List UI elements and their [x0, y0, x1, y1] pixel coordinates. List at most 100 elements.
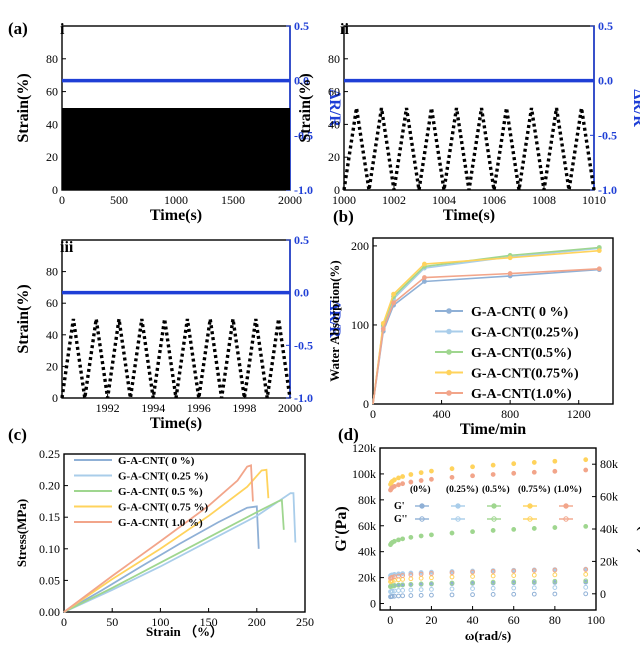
data-point: [449, 586, 455, 592]
y-axis-label: Strain(%): [297, 73, 314, 142]
x-tick-label: 1008: [532, 193, 556, 207]
series-line: [63, 468, 270, 613]
x-tick-label: 60: [508, 613, 520, 627]
x-tick-label: 20: [425, 613, 437, 627]
data-point: [552, 578, 558, 584]
x-tick-label: 100: [587, 613, 605, 627]
y-axis-label: Stress(MPa): [14, 499, 29, 567]
data-point: [511, 591, 517, 597]
data-point: [400, 536, 406, 542]
data-point: [511, 568, 517, 574]
legend-row-label: G': [394, 501, 405, 512]
x-tick-label: 40: [467, 613, 479, 627]
data-point: [400, 573, 406, 578]
data-point: [552, 585, 558, 591]
data-point: [507, 255, 513, 261]
data-point: [596, 266, 602, 272]
sub-label-ii: ii: [340, 21, 349, 38]
legend-header: (1.0%): [554, 484, 582, 495]
y-tick-label: 0: [370, 597, 376, 611]
x-tick-label: 1002: [382, 193, 406, 207]
data-point: [408, 581, 414, 587]
y-axis-label: Water Absorption(%): [327, 260, 342, 381]
data-point: [429, 571, 434, 576]
x-tick-label: 2000: [278, 193, 302, 207]
data-point: [380, 326, 386, 332]
series-line: [63, 464, 254, 613]
data-point: [507, 271, 513, 276]
data-point: [449, 474, 455, 480]
legend-marker: [446, 328, 452, 335]
y2-tick-label: 0.0: [598, 74, 613, 88]
y-tick-label: 40: [328, 117, 340, 131]
chart-c: 0 50 100 150 200 250 0.00 0.05 0.10 0.15 0.20 0.25 S…: [14, 447, 314, 639]
legend-text: G-A-CNT( 0.75 %): [118, 502, 208, 514]
data-point: [389, 593, 395, 599]
x-tick-label: 400: [433, 407, 451, 421]
panel-label-c: (c): [8, 425, 27, 444]
legend-header: (0.25%): [446, 484, 478, 495]
legend-header: (0%): [410, 484, 431, 495]
x-tick-label: 1998: [232, 401, 256, 415]
chart-a-i: 0 500 1000 1500 2000 0 20 40 60 80 Time(s) Strain(%…: [15, 19, 343, 224]
y-tick-label: 200: [351, 239, 369, 253]
data-point: [583, 567, 589, 572]
data-point: [531, 526, 537, 531]
data-point: [408, 572, 414, 578]
y-tick-label: 60: [328, 85, 340, 99]
x-axis-label: Time(s): [150, 415, 202, 432]
legend-text: G-A-CNT( 1.0 %): [118, 517, 203, 529]
data-point: [490, 592, 496, 597]
y2-tick-label: -0.5: [294, 128, 313, 142]
y-tick-label: 60: [46, 85, 58, 99]
data-point: [552, 468, 558, 474]
data-point: [408, 479, 414, 485]
data-point: [531, 579, 537, 584]
data-point: [418, 533, 424, 539]
x-tick-label: 0: [387, 613, 393, 627]
chart-a-iii: 1992 1994 1996 1998 2000 0 20 40 60 80 Time(s) Stra…: [15, 233, 343, 432]
x-tick-label: 0: [370, 407, 376, 421]
y2-axis-label: ΔR/R: [326, 300, 343, 338]
data-point: [552, 591, 558, 597]
data-point: [400, 474, 406, 479]
data-point: [596, 248, 602, 254]
data-point: [392, 477, 397, 483]
data-point: [511, 526, 517, 532]
data-point: [531, 568, 537, 573]
data-point: [396, 537, 401, 543]
legend-marker: [446, 308, 452, 314]
data-point: [583, 571, 589, 577]
y-tick-label: 0.15: [39, 510, 60, 524]
data-point: [552, 567, 558, 573]
panel-label-b: (b): [333, 207, 354, 226]
y-tick-label: 20: [46, 150, 58, 164]
x-tick-label: 1000: [164, 193, 188, 207]
x-axis-label: Time(s): [150, 207, 202, 224]
x-axis-label: Time/min: [460, 421, 526, 438]
data-point: [418, 587, 424, 593]
y2-tick-label: -1.0: [294, 183, 313, 197]
data-point: [531, 591, 537, 597]
y2-tick-label: 0.0: [294, 286, 309, 300]
legend-marker: [455, 503, 461, 509]
data-point: [583, 584, 589, 590]
data-point: [418, 478, 424, 483]
x-tick-label: 500: [110, 193, 128, 207]
data-point: [470, 569, 475, 575]
data-point: [392, 538, 397, 544]
data-point: [490, 569, 496, 574]
plot-frame: [63, 453, 306, 613]
data-point: [396, 475, 401, 481]
series-line: [372, 268, 600, 405]
x-tick-label: 250: [296, 615, 314, 629]
data-point: [449, 570, 455, 576]
x-tick-label: 50: [106, 615, 118, 629]
data-point: [490, 462, 496, 468]
data-point: [400, 593, 406, 599]
y2-tick-label: 0: [600, 587, 606, 601]
y-tick-label: 20: [46, 359, 58, 373]
y-axis-label: Strain(%): [15, 73, 32, 142]
x-tick-label: 1500: [221, 193, 245, 207]
